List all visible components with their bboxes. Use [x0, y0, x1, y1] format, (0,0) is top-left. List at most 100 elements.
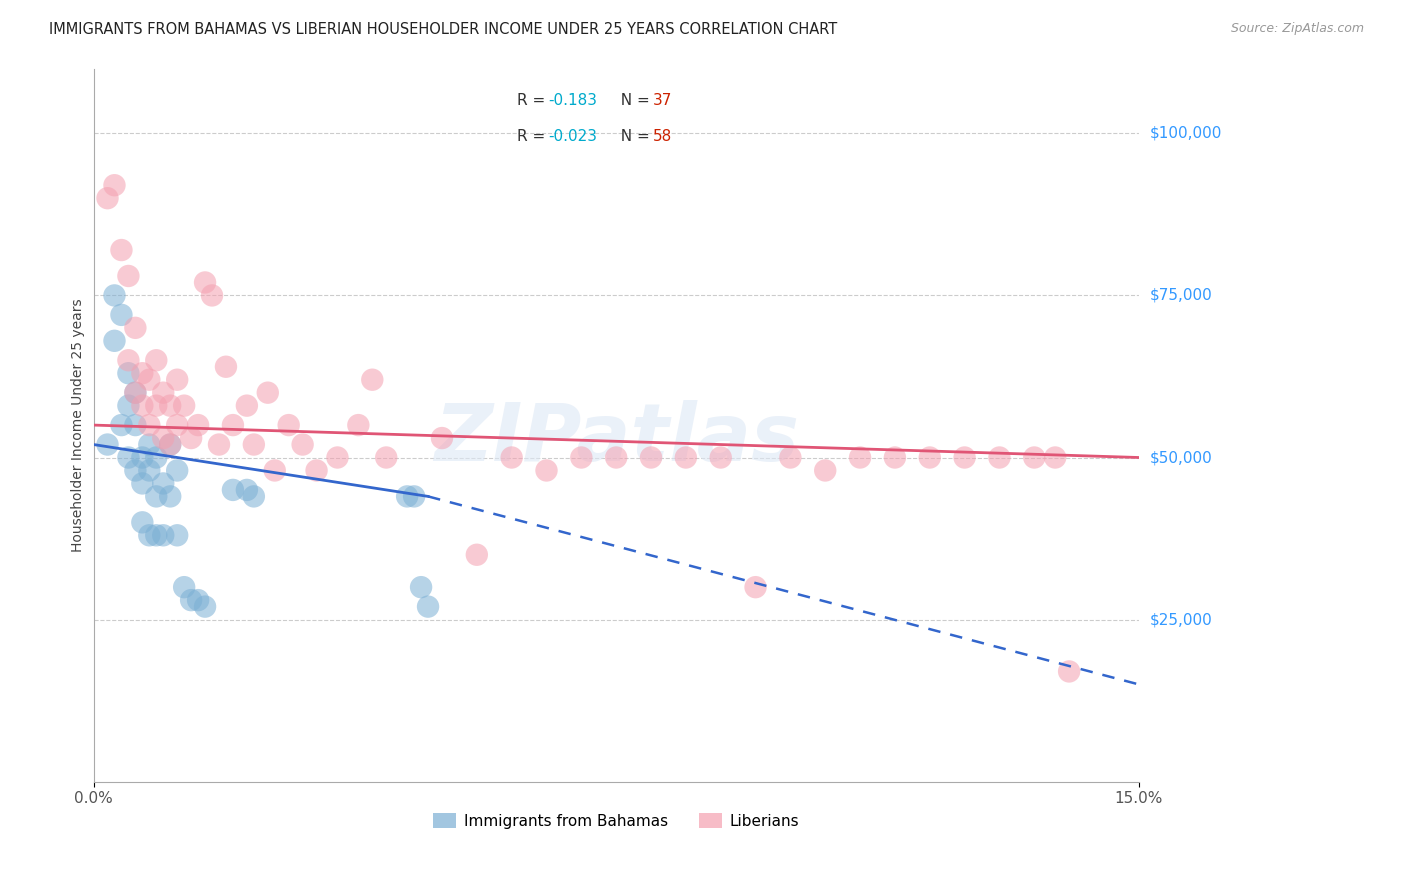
- Text: 58: 58: [652, 129, 672, 145]
- Point: [256, 385, 278, 400]
- Point: [180, 593, 202, 607]
- Text: $50,000: $50,000: [1150, 450, 1212, 465]
- Point: [173, 399, 195, 413]
- Point: [152, 476, 174, 491]
- Point: [152, 528, 174, 542]
- Legend: Immigrants from Bahamas, Liberians: Immigrants from Bahamas, Liberians: [427, 807, 806, 835]
- Point: [145, 528, 167, 542]
- Point: [814, 463, 837, 477]
- Point: [953, 450, 976, 465]
- Point: [110, 418, 132, 433]
- Point: [883, 450, 905, 465]
- Point: [430, 431, 453, 445]
- Point: [416, 599, 439, 614]
- Point: [194, 599, 217, 614]
- Point: [710, 450, 733, 465]
- Point: [640, 450, 662, 465]
- Point: [1024, 450, 1046, 465]
- Text: N =: N =: [612, 94, 655, 109]
- Point: [145, 353, 167, 368]
- Point: [194, 276, 217, 290]
- Point: [263, 463, 285, 477]
- Point: [117, 399, 139, 413]
- Point: [124, 385, 146, 400]
- Point: [117, 450, 139, 465]
- Point: [96, 191, 118, 205]
- Point: [138, 437, 160, 451]
- Point: [138, 528, 160, 542]
- Point: [201, 288, 224, 302]
- Y-axis label: Householder Income Under 25 years: Householder Income Under 25 years: [72, 298, 86, 552]
- Point: [396, 490, 419, 504]
- Point: [145, 399, 167, 413]
- Point: [569, 450, 592, 465]
- Text: 37: 37: [652, 94, 672, 109]
- Point: [187, 593, 209, 607]
- Point: [131, 476, 153, 491]
- Point: [131, 516, 153, 530]
- Point: [166, 418, 188, 433]
- Point: [208, 437, 231, 451]
- Point: [173, 580, 195, 594]
- Point: [675, 450, 697, 465]
- Point: [124, 321, 146, 335]
- Point: [124, 385, 146, 400]
- Text: R =: R =: [517, 94, 550, 109]
- Point: [222, 418, 245, 433]
- Point: [536, 463, 558, 477]
- Point: [131, 366, 153, 380]
- Point: [145, 450, 167, 465]
- Point: [277, 418, 299, 433]
- Point: [465, 548, 488, 562]
- Point: [103, 178, 125, 193]
- Point: [305, 463, 328, 477]
- Point: [152, 431, 174, 445]
- Point: [326, 450, 349, 465]
- Point: [501, 450, 523, 465]
- Point: [1057, 665, 1080, 679]
- Point: [236, 483, 259, 497]
- Point: [215, 359, 238, 374]
- Point: [96, 437, 118, 451]
- Point: [159, 399, 181, 413]
- Point: [159, 437, 181, 451]
- Text: $100,000: $100,000: [1150, 126, 1222, 141]
- Point: [605, 450, 627, 465]
- Point: [849, 450, 872, 465]
- Text: ZIPatlas: ZIPatlas: [433, 401, 799, 478]
- Point: [145, 490, 167, 504]
- Point: [1043, 450, 1066, 465]
- Point: [152, 385, 174, 400]
- Point: [166, 463, 188, 477]
- Point: [243, 490, 266, 504]
- Point: [744, 580, 766, 594]
- Point: [124, 418, 146, 433]
- Point: [110, 243, 132, 257]
- Point: [138, 373, 160, 387]
- Point: [409, 580, 432, 594]
- Point: [159, 437, 181, 451]
- Point: [117, 268, 139, 283]
- Text: R =: R =: [517, 129, 550, 145]
- Text: $25,000: $25,000: [1150, 612, 1212, 627]
- Point: [291, 437, 314, 451]
- Text: IMMIGRANTS FROM BAHAMAS VS LIBERIAN HOUSEHOLDER INCOME UNDER 25 YEARS CORRELATIO: IMMIGRANTS FROM BAHAMAS VS LIBERIAN HOUS…: [49, 22, 838, 37]
- Point: [180, 431, 202, 445]
- Point: [124, 463, 146, 477]
- Point: [131, 450, 153, 465]
- Point: [236, 399, 259, 413]
- Point: [103, 288, 125, 302]
- Text: $75,000: $75,000: [1150, 288, 1212, 303]
- Point: [138, 418, 160, 433]
- Point: [361, 373, 384, 387]
- Point: [187, 418, 209, 433]
- Point: [117, 353, 139, 368]
- Point: [375, 450, 398, 465]
- Point: [166, 373, 188, 387]
- Point: [222, 483, 245, 497]
- Point: [243, 437, 266, 451]
- Point: [110, 308, 132, 322]
- Point: [988, 450, 1011, 465]
- Point: [159, 490, 181, 504]
- Text: -0.023: -0.023: [548, 129, 598, 145]
